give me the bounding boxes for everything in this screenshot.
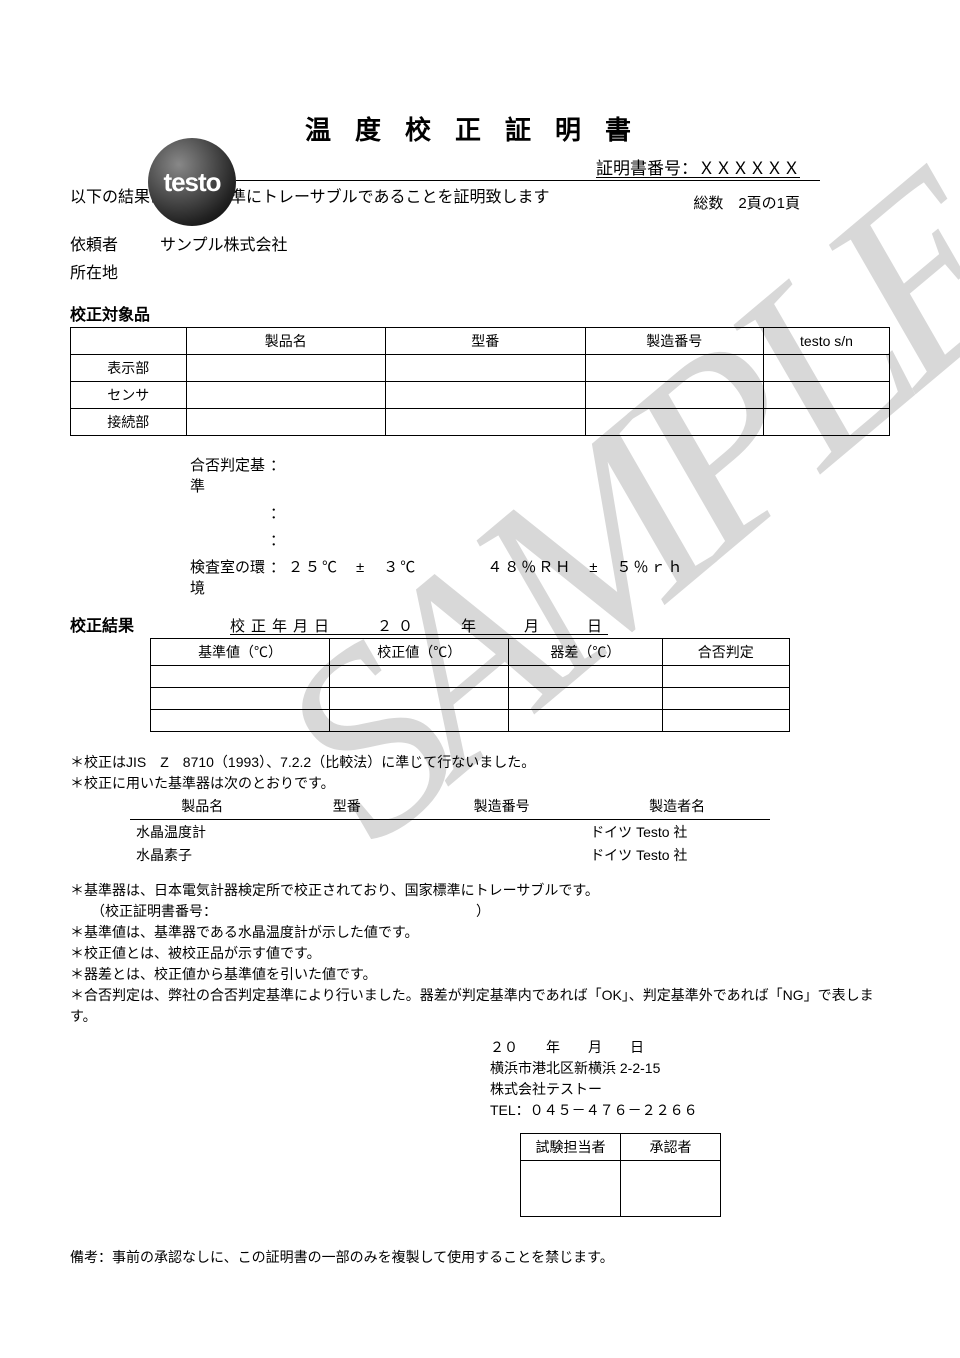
footer-company: 株式会社テストー <box>490 1079 890 1100</box>
equip-hdr-model: 型番 <box>386 328 586 355</box>
logo-text: testo <box>163 167 220 198</box>
table-row: 水晶温度計ドイツ Testo 社 <box>130 820 770 844</box>
table-row: 接続部 <box>71 409 890 436</box>
table-row: 表示部 <box>71 355 890 382</box>
res-hdr-cal: 校正値（℃） <box>330 639 509 666</box>
env-temp: ２５℃ ± ３℃ <box>288 556 417 598</box>
criteria-label: 合否判定基準 <box>70 454 270 496</box>
note-trace: ＊基準器は、日本電気計器検定所で校正されており、国家標準にトレーサブルです。 <box>70 880 890 901</box>
location-label: 所在地 <box>70 259 160 283</box>
reference-table: 製品名 型番 製造番号 製造者名 水晶温度計ドイツ Testo 社 水晶素子ドイ… <box>130 796 770 866</box>
note-judge: ＊合否判定は、弊社の合否判定基準により行いました。器差が判定基準内であれば「OK… <box>70 985 890 1027</box>
ref-hdr-model: 型番 <box>275 796 420 820</box>
sign-approver-label: 承認者 <box>621 1134 721 1161</box>
note-certno: （校正証明書番号： ） <box>70 901 890 922</box>
certificate-number: 証明書番号：ＸＸＸＸＸＸ <box>596 154 800 179</box>
header-rule <box>236 180 820 181</box>
testo-logo: testo <box>148 138 236 226</box>
equipment-table: 製品名 型番 製造番号 testo s/n 表示部 センサ 接続部 <box>70 327 890 436</box>
res-hdr-ref: 基準値（℃） <box>151 639 330 666</box>
res-hdr-judge: 合否判定 <box>662 639 789 666</box>
equip-hdr-name: 製品名 <box>186 328 386 355</box>
requester-value: サンプル株式会社 <box>160 231 288 255</box>
table-row: センサ <box>71 382 890 409</box>
equip-hdr-sn: testo s/n <box>764 328 890 355</box>
table-row <box>151 710 790 732</box>
res-hdr-diff: 器差（℃） <box>509 639 662 666</box>
equip-hdr-serial: 製造番号 <box>585 328 764 355</box>
note-diff: ＊器差とは、校正値から基準値を引いた値です。 <box>70 964 890 985</box>
table-row <box>151 666 790 688</box>
signature-table: 試験担当者 承認者 <box>520 1133 721 1217</box>
note-jis: ＊校正はJIS Z 8710（1993）、7.2.2（比較法）に準じて行ないまし… <box>70 752 890 773</box>
calibration-date: 校正年月日 ２０ 年 月 日 <box>230 615 608 636</box>
note-ref-intro: ＊校正に用いた基準器は次のとおりです。 <box>70 773 890 794</box>
footer-tel: TEL：０４５－４７６－２２６６ <box>490 1100 890 1121</box>
note-calval: ＊校正値とは、被校正品が示す値です。 <box>70 943 890 964</box>
table-row: 水晶素子ドイツ Testo 社 <box>130 843 770 866</box>
ref-hdr-serial: 製造番号 <box>419 796 584 820</box>
requester-label: 依頼者 <box>70 231 160 255</box>
results-section-label: 校正結果 <box>70 612 230 636</box>
footer-address: 横浜市港北区新横浜 2-2-15 <box>490 1058 890 1079</box>
ref-hdr-maker: 製造者名 <box>584 796 770 820</box>
remark: 備考：事前の承認なしに、この証明書の一部のみを複製して使用することを禁じます。 <box>70 1247 890 1267</box>
sign-tester-label: 試験担当者 <box>521 1134 621 1161</box>
equipment-section-label: 校正対象品 <box>70 301 890 325</box>
env-label: 検査室の環境 <box>70 556 270 598</box>
footer-date: ２０ 年 月 日 <box>490 1037 890 1058</box>
page-count: 総数 2頁の1頁 <box>693 192 800 213</box>
note-refval: ＊基準値は、基準器である水晶温度計が示した値です。 <box>70 922 890 943</box>
table-row <box>151 688 790 710</box>
env-rh: ４８％ＲＨ ± ５％ｒｈ <box>487 556 684 598</box>
results-table: 基準値（℃） 校正値（℃） 器差（℃） 合否判定 <box>150 638 790 732</box>
ref-hdr-name: 製品名 <box>130 796 275 820</box>
